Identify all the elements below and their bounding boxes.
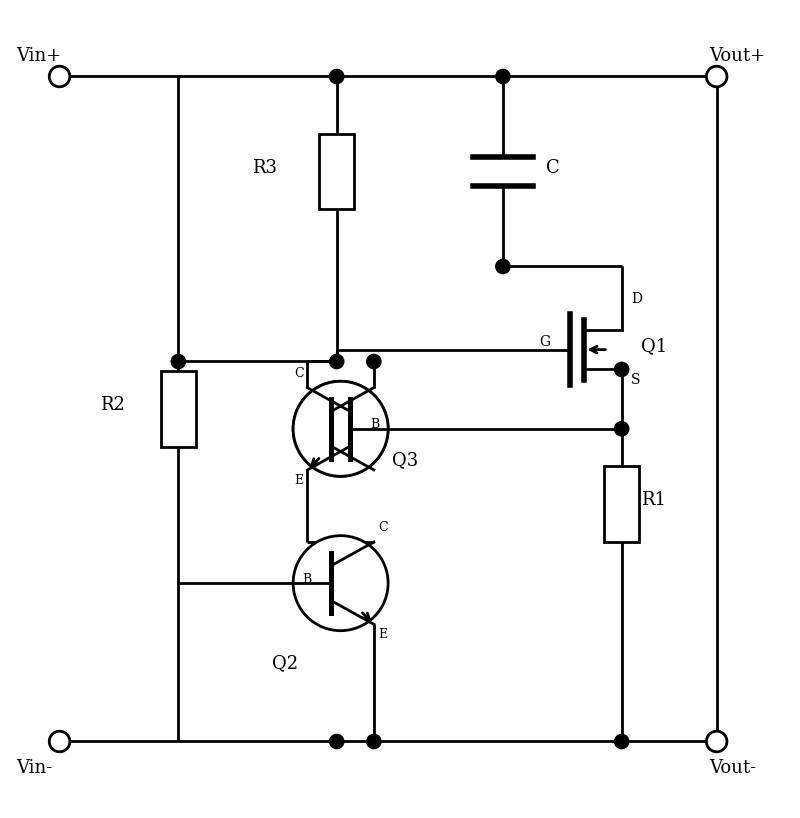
Circle shape [330,354,344,369]
Text: E: E [294,474,303,487]
Circle shape [614,362,629,376]
Text: E: E [378,628,387,641]
Text: R1: R1 [642,491,666,509]
Text: Vin+: Vin+ [16,47,62,65]
Circle shape [366,354,381,369]
Text: G: G [539,335,550,348]
Text: Q1: Q1 [642,337,668,355]
Bar [161,371,196,447]
Bar [319,134,354,209]
Text: B: B [370,418,379,431]
Circle shape [706,731,727,752]
Circle shape [293,536,388,631]
Circle shape [496,70,510,83]
Circle shape [330,70,344,83]
Text: R2: R2 [100,396,125,414]
Circle shape [496,259,510,274]
Circle shape [614,735,629,748]
Text: C: C [294,366,303,380]
Circle shape [293,381,388,476]
Text: Vout-: Vout- [709,759,756,777]
Bar [604,466,639,542]
Circle shape [614,421,629,436]
Text: Q3: Q3 [392,452,418,470]
Circle shape [293,381,388,476]
Circle shape [171,354,186,369]
Text: Vout+: Vout+ [709,47,765,65]
Text: Q2: Q2 [272,654,298,672]
Circle shape [330,735,344,748]
Circle shape [50,731,70,752]
Text: D: D [631,292,642,306]
Text: R3: R3 [252,159,278,177]
Text: Vin-: Vin- [16,759,52,777]
Text: S: S [631,373,641,388]
Circle shape [706,66,727,87]
Text: C: C [378,521,387,534]
Circle shape [50,66,70,87]
Text: C: C [546,159,560,177]
Text: B: B [302,573,311,586]
Circle shape [366,735,381,748]
